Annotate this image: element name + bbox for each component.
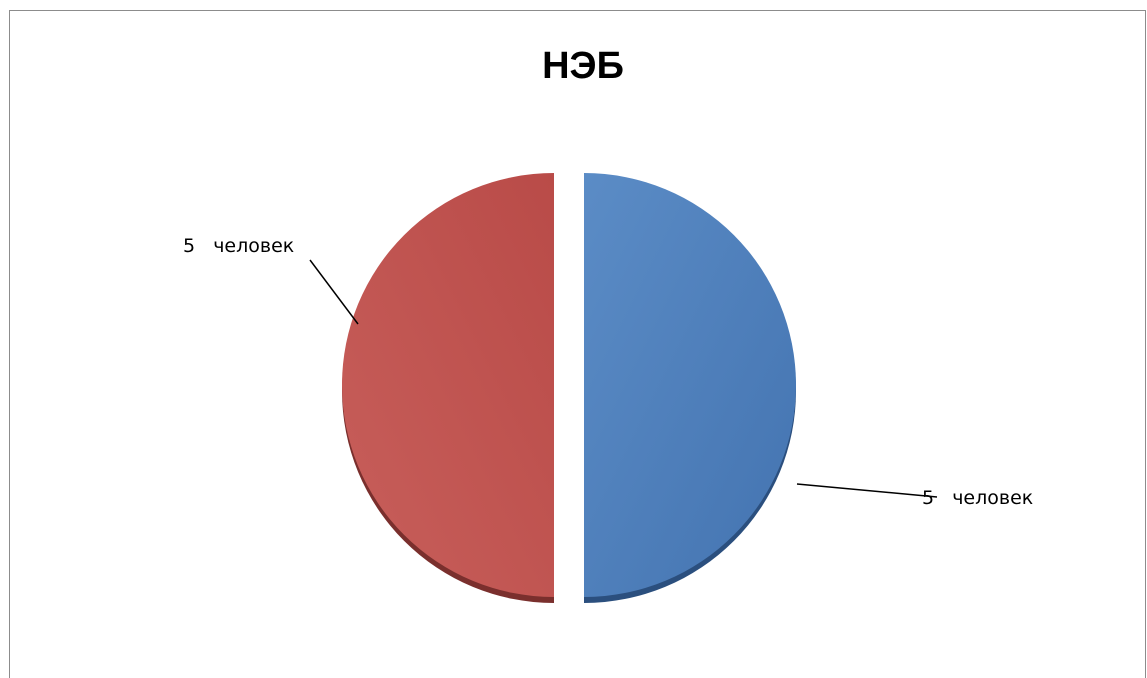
leader-line-1 [796, 483, 938, 498]
data-label-2: 5 человек [183, 235, 294, 257]
data-label-1: 5 человек [922, 487, 1033, 509]
pie-labels: 5 человек 5 человек [183, 235, 1033, 509]
pie-slice-1 [584, 173, 796, 597]
pie-slice-2 [342, 173, 554, 597]
pie-slices [342, 173, 796, 603]
chart-title: НЭБ [542, 45, 624, 87]
leader-line-2 [309, 259, 359, 325]
chart-frame [9, 10, 1146, 678]
